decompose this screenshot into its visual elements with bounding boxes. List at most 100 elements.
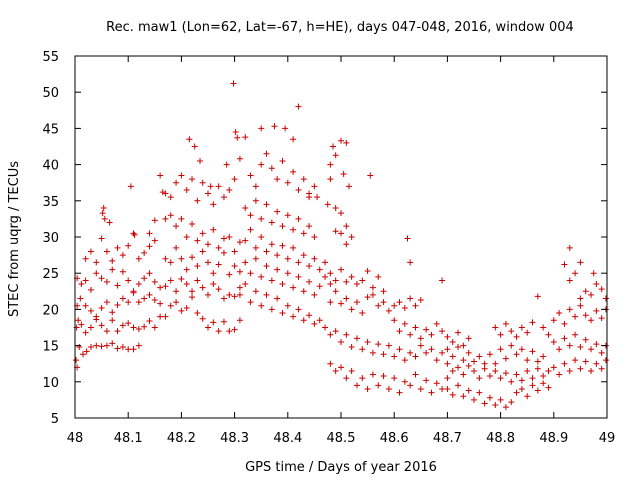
data-point-marker — [87, 344, 94, 351]
data-point-marker — [274, 176, 281, 183]
data-point-marker — [284, 255, 291, 262]
data-point-marker — [407, 295, 414, 302]
x-axis-label: GPS time / Days of year 2016 — [245, 460, 437, 475]
data-point-marker — [540, 380, 547, 387]
data-point-marker — [348, 367, 355, 374]
x-tick-label: 48.7 — [433, 431, 462, 446]
data-point-marker — [83, 348, 90, 355]
data-point-marker — [359, 346, 366, 353]
data-point-marker — [396, 328, 403, 335]
data-point-marker — [194, 310, 201, 317]
data-point-marker — [93, 342, 100, 349]
data-point-marker — [258, 125, 265, 132]
data-point-marker — [199, 179, 206, 186]
data-point-marker — [375, 273, 382, 280]
data-point-marker — [465, 349, 472, 356]
data-point-marker — [404, 235, 411, 242]
data-point-marker — [290, 284, 297, 291]
data-point-marker — [78, 321, 85, 328]
data-point-marker — [588, 317, 595, 324]
data-point-marker — [598, 349, 605, 356]
data-point-marker — [119, 344, 126, 351]
data-point-marker — [236, 155, 243, 162]
data-point-marker — [189, 176, 196, 183]
data-point-marker — [220, 194, 227, 201]
data-point-marker — [550, 317, 557, 324]
data-point-marker — [518, 377, 525, 384]
data-point-marker — [460, 371, 467, 378]
data-point-marker — [449, 338, 456, 345]
data-point-marker — [73, 357, 80, 364]
data-point-marker — [518, 346, 525, 353]
data-point-marker — [513, 371, 520, 378]
data-point-marker — [109, 340, 116, 347]
data-point-marker — [380, 299, 387, 306]
data-point-marker — [423, 326, 430, 333]
data-point-marker — [476, 375, 483, 382]
y-tick-label: 25 — [42, 267, 59, 282]
data-point-marker — [343, 223, 350, 230]
data-point-marker — [345, 183, 352, 190]
data-point-marker — [577, 344, 584, 351]
data-point-marker — [588, 291, 595, 298]
data-point-marker — [412, 324, 419, 331]
data-point-marker — [87, 248, 94, 255]
data-point-marker — [103, 278, 110, 285]
data-point-marker — [146, 317, 153, 324]
data-point-marker — [210, 319, 217, 326]
data-point-marker — [162, 255, 169, 262]
data-point-marker — [279, 157, 286, 164]
data-point-marker — [518, 386, 525, 393]
data-point-marker — [197, 157, 204, 164]
data-point-marker — [572, 331, 579, 338]
data-point-marker — [252, 244, 259, 251]
data-point-marker — [141, 295, 148, 302]
data-point-marker — [300, 317, 307, 324]
data-point-marker — [380, 288, 387, 295]
data-point-marker — [455, 329, 462, 336]
data-point-marker — [486, 394, 493, 401]
data-point-marker — [242, 259, 249, 266]
data-point-marker — [295, 215, 302, 222]
data-point-marker — [258, 215, 265, 222]
data-point-marker — [338, 266, 344, 273]
data-point-marker — [364, 268, 371, 275]
data-point-marker — [268, 241, 275, 248]
data-point-marker — [73, 324, 80, 331]
data-point-marker — [602, 357, 609, 364]
data-point-marker — [322, 259, 329, 266]
data-point-marker — [481, 365, 488, 372]
data-point-marker — [306, 312, 313, 319]
data-point-marker — [391, 353, 398, 360]
data-point-marker — [290, 313, 297, 320]
data-point-marker — [231, 176, 238, 183]
data-point-marker — [135, 325, 142, 332]
data-point-marker — [385, 342, 392, 349]
data-point-marker — [471, 396, 477, 403]
data-point-marker — [508, 378, 515, 385]
data-point-marker — [295, 306, 302, 313]
data-point-marker — [540, 353, 547, 360]
data-point-marker — [550, 364, 557, 371]
data-point-marker — [508, 328, 515, 335]
data-point-marker — [566, 342, 573, 349]
data-point-marker — [231, 248, 238, 255]
data-point-marker — [226, 234, 233, 240]
data-point-marker — [87, 286, 94, 293]
data-point-marker — [290, 244, 297, 251]
data-point-marker — [247, 299, 254, 306]
data-point-marker — [577, 302, 584, 309]
data-point-marker — [279, 310, 286, 317]
data-point-marker — [274, 208, 281, 215]
data-point-marker — [210, 226, 217, 233]
data-point-marker — [582, 312, 589, 319]
data-point-marker — [199, 315, 206, 322]
data-point-marker — [252, 197, 259, 204]
data-point-marker — [101, 215, 108, 222]
data-point-marker — [534, 358, 541, 365]
data-point-marker — [183, 234, 190, 240]
data-point-marker — [502, 370, 509, 377]
data-point-marker — [173, 299, 180, 306]
data-point-marker — [486, 351, 493, 358]
data-point-marker — [194, 237, 201, 244]
